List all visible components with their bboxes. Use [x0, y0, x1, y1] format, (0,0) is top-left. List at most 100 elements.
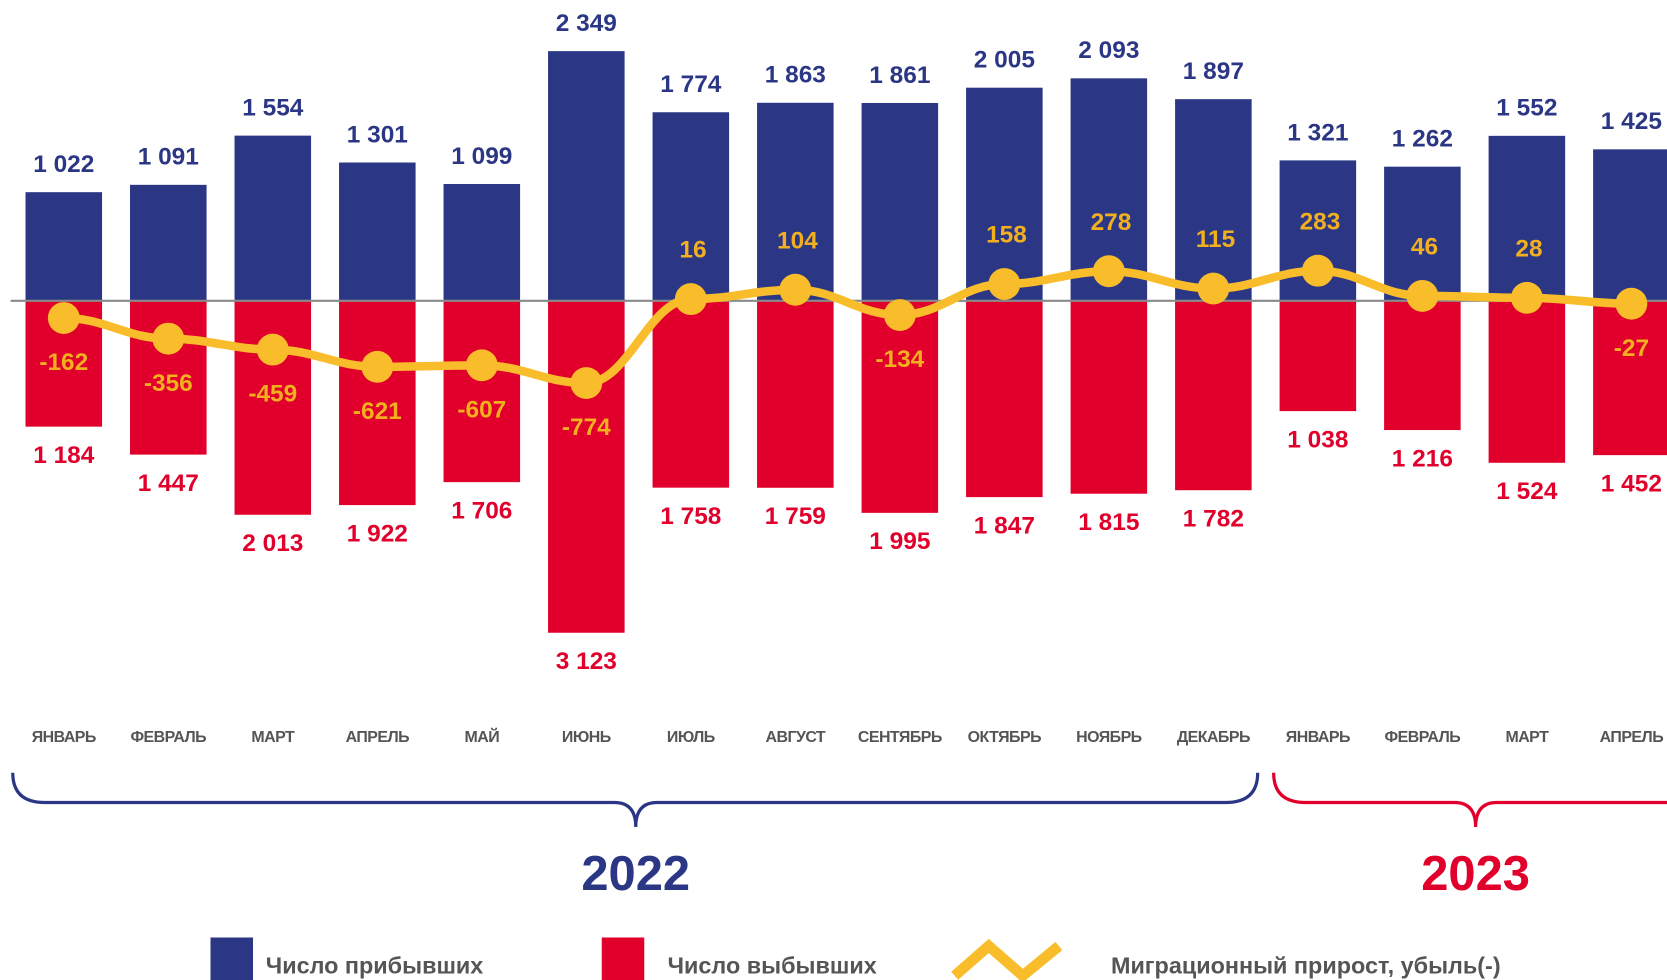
value-label: 1 301: [347, 121, 408, 148]
arrivals-bar: [234, 135, 312, 301]
arrivals-bar: [757, 102, 834, 301]
legend-label: Число прибывших: [266, 952, 484, 978]
value-label: 1 554: [242, 95, 304, 122]
net-label: 28: [1515, 235, 1542, 262]
net-label: -621: [353, 398, 402, 425]
legend-label: Число выбывших: [668, 952, 877, 978]
net-marker: [570, 367, 603, 400]
value-label: 1 758: [660, 503, 721, 530]
legend-swatch: [601, 937, 645, 980]
net-label: -356: [144, 370, 193, 397]
legend-label: Миграционный прирост, убыль(-): [1111, 952, 1501, 978]
net-line: [63, 266, 1632, 388]
x-tick-label: НОЯБРЬ: [1076, 729, 1142, 746]
value-label: 1 216: [1392, 445, 1453, 472]
arrivals-bar: [966, 87, 1043, 301]
arrivals-bar: [1175, 99, 1252, 301]
net-label: 46: [1411, 234, 1438, 261]
x-tick-label: МАРТ: [1505, 729, 1549, 746]
net-label: 115: [1196, 226, 1235, 253]
value-label: 1 863: [765, 62, 826, 89]
departures-bar: [1488, 300, 1566, 463]
net-label: 104: [777, 227, 818, 254]
value-label: 1 262: [1392, 126, 1453, 153]
net-label: -162: [39, 349, 88, 376]
departures-bar: [1070, 300, 1148, 494]
x-tick-label: МАЙ: [464, 727, 499, 746]
value-label: 3 123: [556, 648, 617, 675]
net-marker: [47, 302, 80, 334]
value-label: 1 759: [765, 503, 826, 530]
value-label: 1 782: [1183, 505, 1244, 532]
net-label: -459: [248, 381, 297, 408]
net-marker: [883, 299, 916, 331]
year-brace: [11, 772, 1260, 827]
x-tick-label: АПРЕЛЬ: [1600, 729, 1664, 746]
net-marker: [1301, 254, 1334, 287]
value-label: 1 706: [451, 497, 512, 524]
x-tick-label: АПРЕЛЬ: [346, 729, 410, 746]
net-marker: [1406, 279, 1439, 312]
arrivals-bar: [1384, 166, 1461, 301]
value-label: 1 774: [660, 71, 722, 98]
departures-bar: [339, 300, 416, 506]
x-tick-label: ДЕКАБРЬ: [1177, 729, 1250, 746]
net-marker: [256, 333, 289, 366]
x-tick-label: МАРТ: [251, 729, 295, 746]
net-label: 16: [679, 237, 706, 264]
value-label: 1 847: [974, 512, 1035, 539]
value-label: 1 922: [347, 520, 408, 547]
x-tick-label: ОКТЯБРЬ: [968, 729, 1041, 746]
net-marker: [465, 349, 498, 382]
departures-bar: [234, 300, 312, 515]
arrivals-bar: [130, 184, 207, 301]
net-marker: [361, 350, 394, 383]
arrivals-bar: [548, 51, 625, 301]
value-label: 1 038: [1287, 426, 1348, 453]
departures-bar: [1175, 300, 1252, 491]
net-label: -27: [1614, 335, 1649, 362]
value-label: 2 093: [1078, 37, 1139, 64]
net-label: -607: [457, 396, 506, 423]
arrivals-bar: [1593, 149, 1667, 301]
x-tick-label: ФЕВРАЛЬ: [130, 729, 206, 746]
value-label: 1 447: [138, 470, 199, 497]
net-marker: [1510, 281, 1543, 314]
value-label: 1 425: [1601, 108, 1662, 135]
value-label: 1 897: [1183, 58, 1244, 85]
value-label: 1 091: [138, 144, 199, 171]
arrivals-bar: [861, 102, 939, 301]
departures-bar: [757, 300, 834, 488]
legend-line-icon: [951, 938, 1063, 980]
departures-bar: [861, 300, 939, 513]
year-label: 2022: [581, 847, 690, 901]
value-label: 1 099: [451, 143, 512, 170]
value-label: 2 349: [556, 10, 617, 37]
value-label: 1 184: [33, 442, 95, 469]
value-label: 1 815: [1078, 509, 1139, 536]
x-tick-label: ИЮЛЬ: [667, 729, 715, 746]
net-marker: [1615, 287, 1648, 320]
x-tick-label: АВГУСТ: [766, 729, 826, 746]
year-brace: [1272, 772, 1667, 827]
net-label: -134: [875, 346, 924, 373]
value-label: 2 013: [242, 530, 303, 557]
value-label: 1 022: [33, 151, 94, 178]
arrivals-bar: [339, 162, 416, 301]
departures-bar: [1279, 300, 1357, 412]
net-label: 158: [986, 222, 1027, 249]
arrivals-bar: [25, 192, 103, 301]
value-label: 1 321: [1287, 119, 1348, 146]
net-marker: [1197, 272, 1230, 305]
departures-bar: [652, 300, 730, 488]
x-tick-label: СЕНТЯБРЬ: [858, 729, 942, 746]
value-label: 1 452: [1601, 470, 1662, 497]
x-tick-label: ФЕВРАЛЬ: [1385, 729, 1461, 746]
value-label: 1 995: [869, 528, 930, 555]
value-label: 1 552: [1496, 95, 1557, 122]
departures-bar: [548, 300, 625, 633]
value-label: 2 005: [974, 47, 1035, 74]
departures-bar: [966, 300, 1043, 498]
